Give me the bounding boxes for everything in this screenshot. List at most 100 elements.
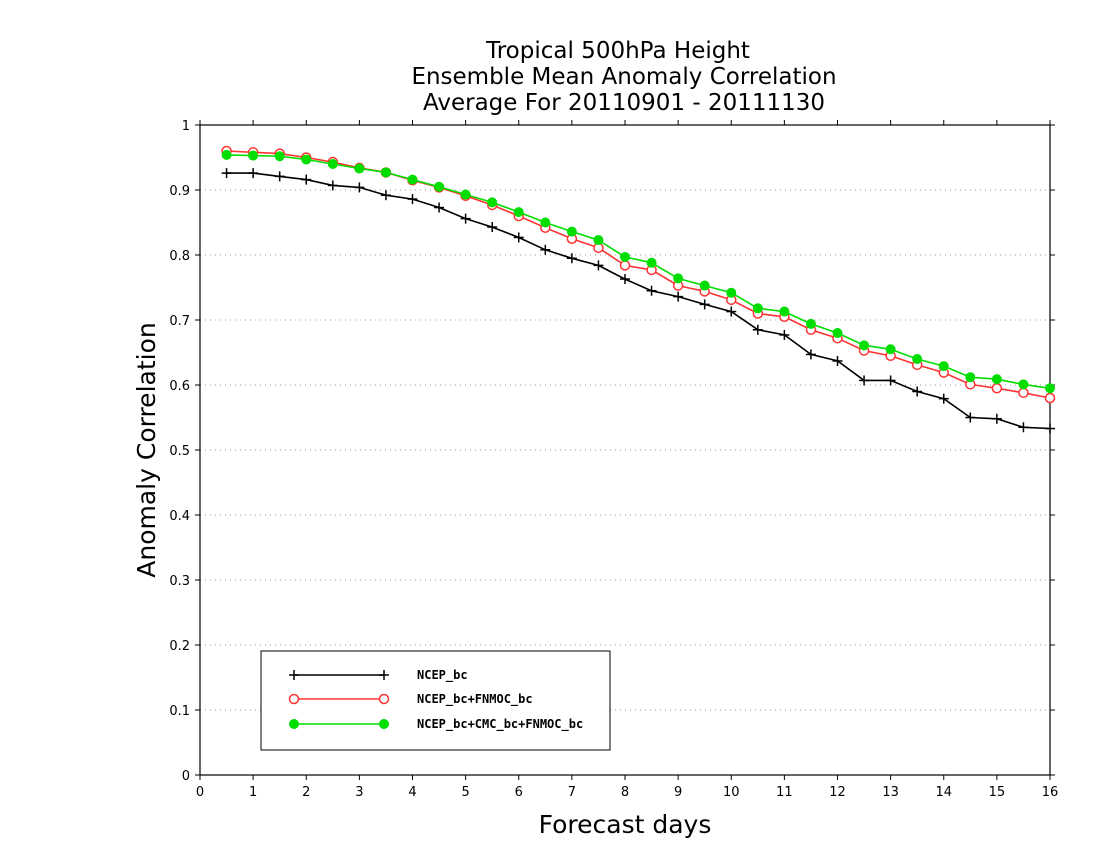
data-point (1018, 379, 1029, 390)
data-point (460, 213, 471, 224)
x-tick-label: 4 (408, 785, 416, 800)
y-tick-label: 0.2 (169, 639, 190, 654)
chart-title: Tropical 500hPa Height Ensemble Mean Ano… (411, 38, 836, 116)
data-point (274, 171, 285, 182)
data-point (1018, 422, 1029, 433)
data-point (301, 154, 312, 165)
x-tick-label: 14 (935, 785, 952, 800)
data-point (301, 174, 312, 185)
x-tick-label: 10 (723, 785, 740, 800)
y-tick-label: 0.8 (169, 249, 190, 264)
data-point (779, 306, 790, 317)
data-point (540, 217, 551, 228)
data-point (779, 329, 790, 340)
series-2 (221, 145, 1056, 404)
y-tick-label: 0.6 (169, 379, 190, 394)
data-point (752, 303, 763, 314)
data-point (726, 306, 737, 317)
data-point (912, 386, 923, 397)
data-point (699, 280, 710, 291)
data-point (832, 328, 843, 338)
data-point (354, 163, 365, 174)
data-point (805, 349, 816, 360)
data-point (221, 168, 232, 179)
data-point (912, 354, 923, 364)
series-line (226, 172, 1051, 430)
data-point (859, 375, 870, 386)
title-line-3: Average For 20110901 - 20111130 (423, 90, 825, 116)
data-point (646, 285, 657, 296)
axis-ticks: 00.10.20.30.40.50.60.70.80.910 1 2 3 4 5 6 7 8 9 1… (169, 119, 1058, 800)
data-point (620, 251, 630, 262)
data-point (513, 232, 524, 243)
series-3 (221, 149, 1055, 394)
data-point (620, 274, 630, 285)
data-point (487, 222, 498, 233)
y-axis-label: Anomaly Correlation (132, 322, 161, 577)
data-point (593, 235, 604, 246)
data-point (832, 355, 843, 366)
data-point (991, 413, 1002, 424)
data-point (327, 180, 338, 191)
legend-box (260, 650, 611, 751)
legend-entry-label: NCEP_bc+FNMOC_bc (417, 692, 533, 707)
title-line-1: Tropical 500hPa Height (485, 38, 750, 64)
data-point (407, 174, 418, 185)
legend-marker (288, 693, 300, 705)
y-tick-label: 0.1 (169, 704, 190, 719)
x-tick-label: 15 (989, 785, 1006, 800)
y-tick-label: 0.5 (169, 444, 190, 459)
data-point (619, 260, 631, 271)
data-point (566, 226, 577, 237)
data-point (487, 197, 498, 208)
data-point (991, 383, 1003, 394)
data-point (434, 181, 445, 192)
legend-marker (289, 719, 299, 729)
data-point (938, 393, 949, 404)
y-tick-label: 0.9 (169, 184, 190, 199)
x-tick-label: 11 (776, 785, 793, 800)
legend-entry-label: NCEP_bc (417, 668, 468, 683)
data-point (699, 299, 710, 310)
x-tick-label: 6 (515, 785, 523, 800)
data-point (965, 412, 976, 423)
series-1 (221, 168, 1055, 434)
x-tick-label: 16 (1042, 785, 1059, 800)
data-point (1044, 392, 1056, 404)
x-tick-label: 12 (829, 785, 846, 800)
data-point (752, 324, 763, 335)
data-point (407, 194, 418, 205)
legend: NCEP_bc NCEP_bc+FNMOC_bc NCEP_bc+CMC_bc+FN… (260, 650, 611, 751)
title-line-2: Ensemble Mean Anomaly Correlation (411, 64, 836, 90)
data-point (991, 374, 1002, 385)
x-tick-label: 1 (249, 785, 257, 800)
x-tick-label: 2 (302, 785, 310, 800)
data-point (885, 375, 896, 386)
x-tick-label: 8 (621, 785, 629, 800)
x-axis-label: Forecast days (539, 810, 712, 839)
data-point (566, 253, 577, 264)
data-point (327, 159, 338, 169)
y-tick-label: 1 (182, 119, 190, 134)
data-point (221, 149, 232, 160)
data-point (726, 287, 737, 298)
data-point (248, 168, 259, 179)
x-tick-label: 7 (568, 785, 576, 800)
y-tick-label: 0 (182, 769, 190, 784)
data-point (673, 291, 684, 302)
x-tick-label: 5 (461, 785, 469, 800)
data-point (434, 202, 445, 213)
data-point (938, 361, 949, 372)
data-point (1045, 423, 1055, 434)
data-point (354, 182, 365, 193)
data-point (540, 244, 551, 255)
data-point (646, 257, 657, 268)
data-point (1045, 383, 1055, 394)
data-point (673, 273, 684, 284)
y-tick-label: 0.3 (169, 574, 190, 589)
legend-marker (378, 693, 390, 705)
data-point (248, 150, 259, 161)
series-lines (221, 145, 1056, 434)
data-point (460, 189, 471, 200)
data-point (965, 372, 976, 383)
